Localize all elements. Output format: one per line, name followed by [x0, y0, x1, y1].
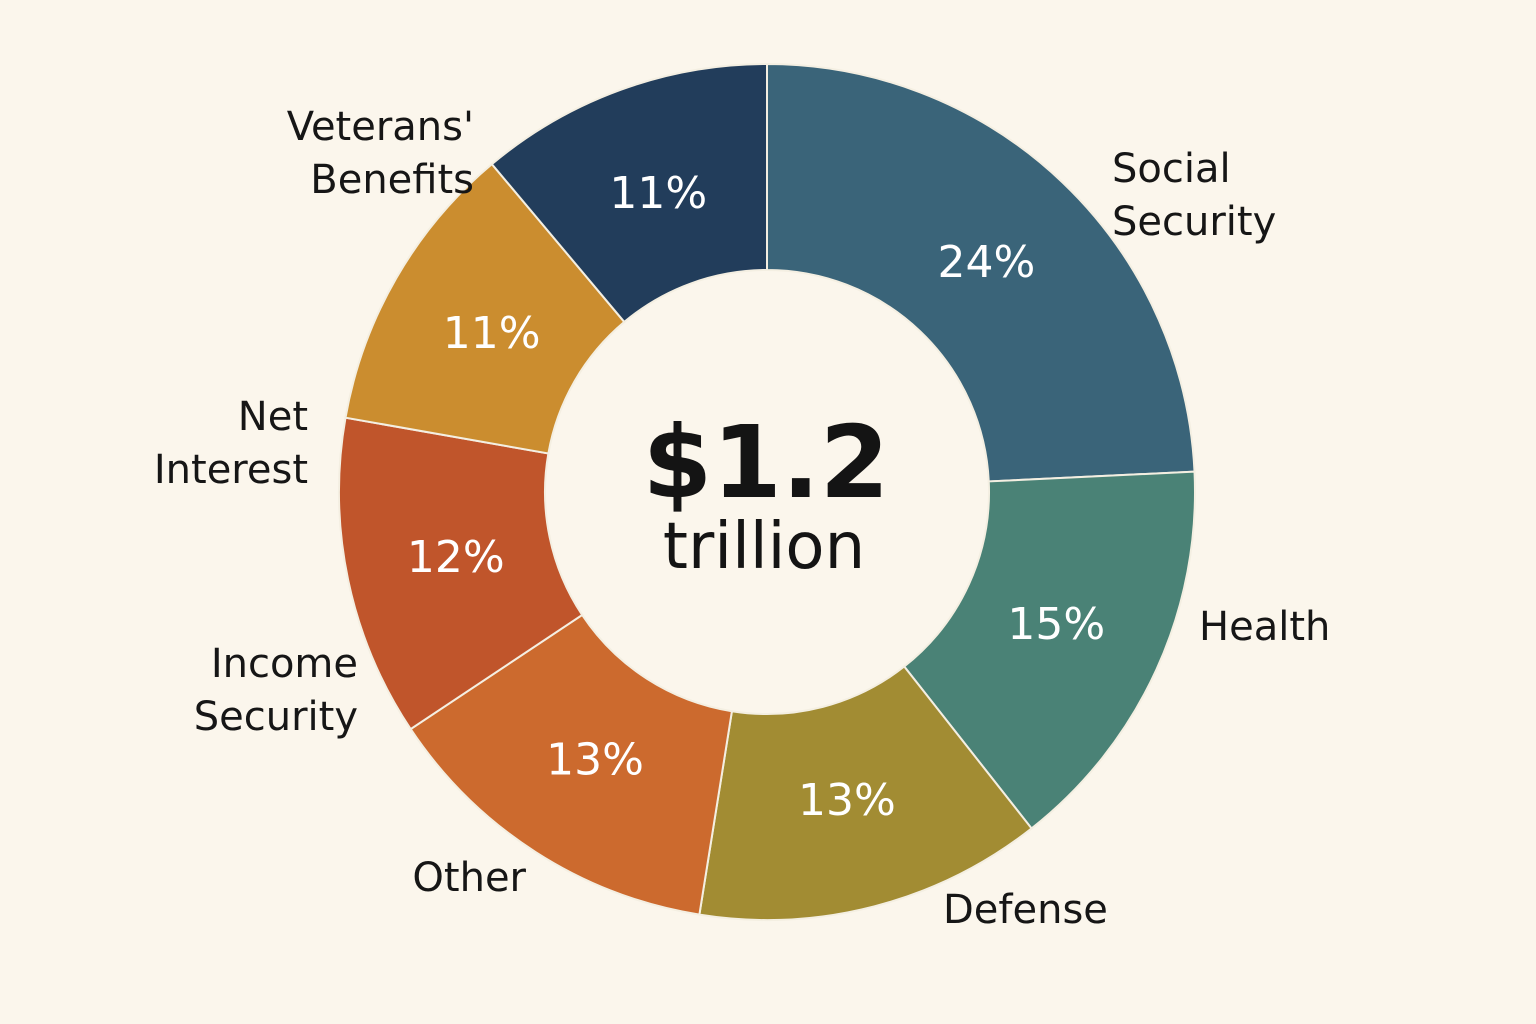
slice-value-label-6: 11%: [609, 168, 707, 219]
slice-3: [409, 613, 734, 916]
slice-category-label-4: Income Security: [194, 641, 358, 740]
slice-category-label-line: Income: [211, 641, 358, 687]
slice-category-label-3: Other: [412, 855, 526, 901]
slice-category-label-1: Health: [1199, 604, 1330, 650]
slice-1: [902, 470, 1196, 830]
slice-category-label-line: Social: [1112, 146, 1231, 192]
slice-2: [698, 665, 1033, 921]
slice-category-label-2: Defense: [943, 887, 1108, 933]
slices-layer: [338, 62, 1196, 921]
slice-value-label-2: 13%: [798, 775, 896, 826]
slice-5: [344, 162, 626, 455]
slice-category-label-line: Defense: [943, 887, 1108, 933]
center-total: $1.2 trillion: [643, 404, 890, 584]
slice-value-label-3: 13%: [546, 735, 644, 786]
slice-category-label-line: Interest: [154, 447, 308, 493]
slice-4: [338, 416, 584, 731]
slice-category-label-line: Net: [238, 394, 308, 440]
slice-category-label-line: Benefits: [310, 157, 474, 203]
slice-category-label-line: Veterans': [287, 104, 474, 150]
slice-category-label-5: Net Interest: [154, 394, 308, 493]
slice-value-label-0: 24%: [938, 237, 1036, 288]
center-total-unit: trillion: [663, 510, 865, 584]
slice-category-label-line: Security: [194, 694, 358, 740]
slice-value-label-1: 15%: [1007, 599, 1105, 650]
slice-category-label-line: Other: [412, 855, 526, 901]
slice-category-label-line: Health: [1199, 604, 1330, 650]
category-labels-layer: Social Security Health Defense Other Income Se…: [154, 104, 1331, 933]
slice-category-label-line: Security: [1112, 199, 1276, 245]
slice-category-label-0: Social Security: [1112, 146, 1276, 245]
slice-category-label-6: Veterans' Benefits: [287, 104, 474, 203]
slice-0: [766, 62, 1196, 483]
value-labels-layer: 24% 15% 13% 13% 12% 11% 11%: [407, 168, 1105, 826]
center-total-amount: $1.2: [643, 404, 890, 521]
slice-value-label-5: 11%: [443, 308, 541, 359]
slice-6: [490, 62, 768, 324]
slice-value-label-4: 12%: [407, 532, 505, 583]
